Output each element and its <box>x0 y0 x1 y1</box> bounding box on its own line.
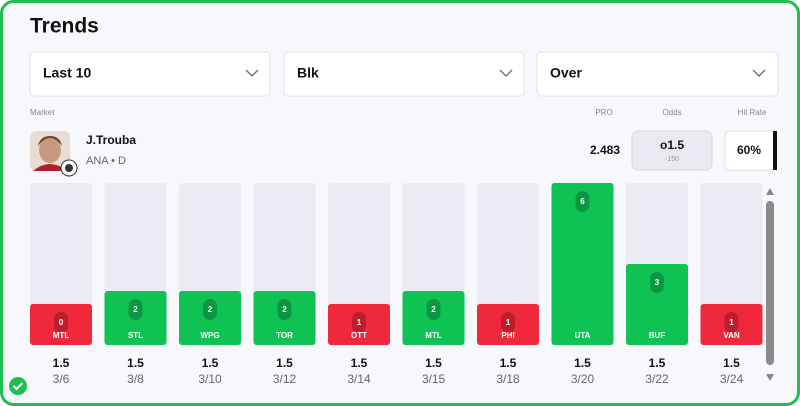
hit-rate-bar <box>773 131 777 170</box>
line-label: 1.5 <box>649 356 666 370</box>
dropdown-label[interactable]: Blk <box>297 65 319 81</box>
column-label: Odds <box>662 108 681 117</box>
status-icon <box>9 377 27 395</box>
scroll-thumb[interactable] <box>766 201 774 365</box>
value-pill <box>426 299 441 320</box>
date-label: 3/14 <box>347 372 371 386</box>
team-label: MTL <box>53 331 70 340</box>
team-label: UTA <box>575 331 591 340</box>
dropdown[interactable]: Blk <box>283 51 525 97</box>
team-label: TOR <box>276 331 293 340</box>
pro-value: 2.483 <box>590 143 620 157</box>
value-label: 2 <box>431 305 436 314</box>
column-label: Hit Rate <box>738 108 767 117</box>
jersey <box>33 164 67 171</box>
date-label: 3/6 <box>53 372 70 386</box>
value-pill <box>352 312 366 333</box>
player-name: J.Trouba <box>86 133 136 147</box>
dropdown-box[interactable] <box>29 51 271 97</box>
date-label: 3/15 <box>422 372 446 386</box>
value-pill <box>575 191 590 212</box>
odds-price[interactable]: -150 <box>665 156 679 163</box>
value-label: 1 <box>357 318 362 327</box>
value-label: 2 <box>133 305 138 314</box>
line-label: 1.5 <box>425 356 442 370</box>
line-label: 1.5 <box>53 356 70 370</box>
team-label: STL <box>128 331 143 340</box>
date-label: 3/20 <box>571 372 595 386</box>
chevron[interactable] <box>245 69 259 78</box>
date-label: 3/10 <box>198 372 222 386</box>
odds-box[interactable] <box>631 130 713 171</box>
bar <box>700 304 763 345</box>
face <box>39 137 61 163</box>
team-label: PHI <box>501 331 514 340</box>
chevron[interactable] <box>499 69 513 78</box>
value-label: 2 <box>208 305 213 314</box>
dropdown-box[interactable] <box>536 51 779 97</box>
scroll-up[interactable] <box>766 188 774 195</box>
dropdown-label[interactable]: Over <box>550 65 582 81</box>
date-label: 3/12 <box>273 372 297 386</box>
team-label: MTL <box>425 331 442 340</box>
value-label: 0 <box>59 318 64 327</box>
dropdown-box[interactable] <box>283 51 525 97</box>
date-label: 3/24 <box>720 372 744 386</box>
bar <box>104 291 167 345</box>
player-info: ANA • D <box>86 155 126 167</box>
value-label: 6 <box>580 197 585 206</box>
value-pill <box>650 272 664 293</box>
bar <box>328 304 390 345</box>
value-label: 1 <box>506 318 511 327</box>
bar <box>626 264 688 345</box>
bar <box>253 291 316 345</box>
status-check <box>12 382 24 391</box>
line-label: 1.5 <box>127 356 144 370</box>
team-label: WPG <box>200 331 219 340</box>
chevron[interactable] <box>752 69 766 78</box>
dropdown[interactable]: Over <box>536 51 779 97</box>
dropdown[interactable]: Last 10 <box>29 51 271 97</box>
value-label: 3 <box>655 278 660 287</box>
value-pill <box>501 312 515 333</box>
team-logo-inner <box>65 164 73 172</box>
date-label: 3/22 <box>645 372 669 386</box>
bar <box>477 304 539 345</box>
column-label: Market <box>30 108 55 117</box>
line-label: 1.5 <box>202 356 219 370</box>
line-label: 1.5 <box>351 356 368 370</box>
team-label: VAN <box>723 331 740 340</box>
value-pill <box>54 312 68 333</box>
team-label: OTT <box>351 331 367 340</box>
bar <box>179 291 241 345</box>
value-pill <box>724 312 739 333</box>
hair <box>38 136 62 146</box>
line-label: 1.5 <box>574 356 591 370</box>
value-pill <box>203 299 217 320</box>
line-label: 1.5 <box>723 356 740 370</box>
line-label: 1.5 <box>500 356 517 370</box>
value-label: 2 <box>282 305 287 314</box>
date-label: 3/8 <box>127 372 144 386</box>
title: Trends <box>30 15 99 38</box>
odds-line[interactable]: o1.5 <box>660 138 684 152</box>
bar <box>30 304 92 345</box>
date-label: 3/18 <box>496 372 520 386</box>
team-label: BUF <box>649 331 666 340</box>
hit-rate: 60% <box>737 143 761 157</box>
bar <box>402 291 465 345</box>
value-pill <box>128 299 143 320</box>
value-pill <box>277 299 292 320</box>
scroll-down[interactable] <box>766 374 774 381</box>
column-label: PRO <box>595 108 612 117</box>
value-label: 1 <box>729 318 734 327</box>
scrollbar[interactable] <box>766 188 774 381</box>
line-label: 1.5 <box>276 356 293 370</box>
avatar <box>30 131 78 177</box>
bar <box>551 183 614 345</box>
dropdown-label[interactable]: Last 10 <box>43 65 91 81</box>
